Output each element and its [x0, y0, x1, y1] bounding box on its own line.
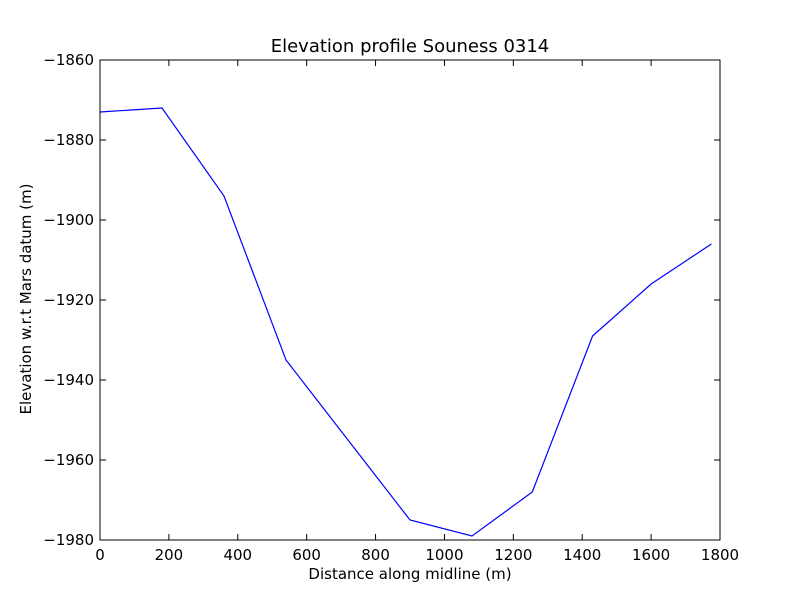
y-tick-label: −1940 [43, 371, 94, 389]
y-tick-label: −1960 [43, 451, 94, 469]
y-tick-label: −1900 [43, 211, 94, 229]
y-tick-label: −1980 [43, 531, 94, 549]
x-tick-label: 1200 [494, 546, 532, 564]
y-tick-label: −1880 [43, 131, 94, 149]
y-axis-label: Elevation w.r.t Mars datum (m) [17, 184, 35, 415]
x-tick-label: 800 [361, 546, 390, 564]
x-tick-label: 600 [292, 546, 321, 564]
series-line-0 [99, 107, 712, 537]
x-tick-label: 1600 [632, 546, 670, 564]
plot-area: 0 200 400 600 800 1000 1200 1400 1600 1800 −1980 −1… [43, 51, 739, 564]
x-axis-label: Distance along midline (m) [308, 565, 511, 583]
x-tick-label: 1400 [563, 546, 601, 564]
x-tick-label: 200 [155, 546, 184, 564]
chart-title: Elevation profile Souness 0314 [271, 36, 550, 57]
x-tick-label: 1000 [425, 546, 463, 564]
plot-frame [99, 59, 721, 541]
x-tick-label: 400 [223, 546, 252, 564]
y-tick-label: −1860 [43, 51, 94, 69]
x-tick-label: 1800 [701, 546, 739, 564]
x-tick-label: 0 [95, 546, 105, 564]
y-tick-label: −1920 [43, 291, 94, 309]
